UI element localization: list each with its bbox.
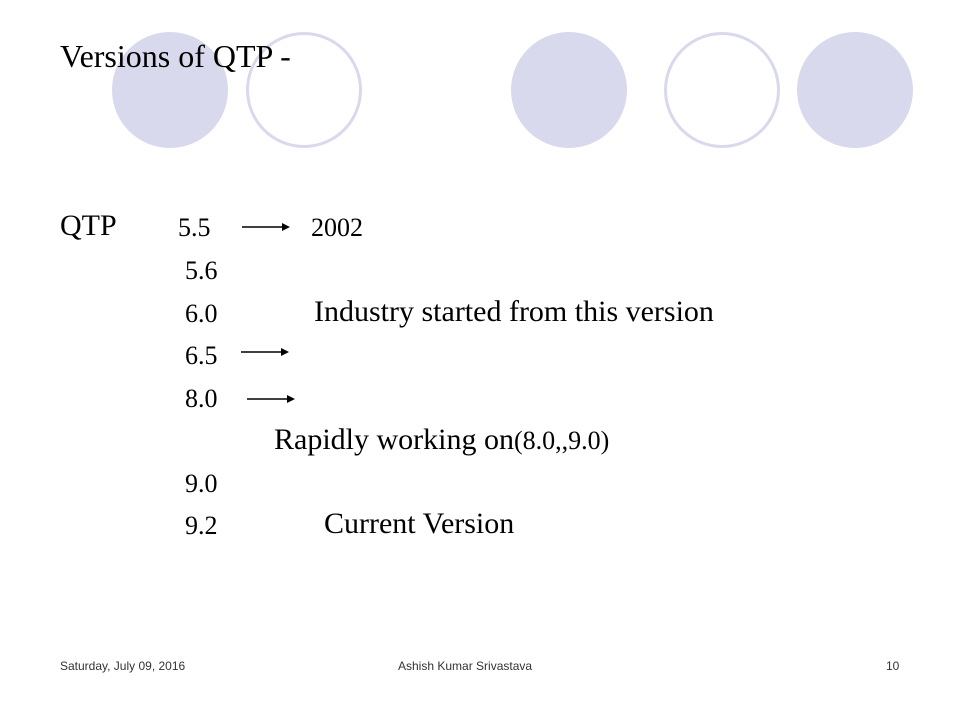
version-9-2: 9.2 [185, 511, 218, 540]
rapid-note-text: Rapidly working on [274, 423, 514, 456]
rapid-note: Rapidly working on(8.0,,9.0) [274, 422, 609, 459]
version-5-6: 5.6 [185, 256, 218, 285]
footer-page-number: 10 [886, 659, 900, 673]
footer-date: Saturday, July 09, 2016 [60, 659, 186, 673]
decorative-circle-2 [246, 32, 362, 148]
decorative-circle-1 [112, 32, 228, 148]
version-6-0: 6.0 [185, 299, 218, 328]
year-2002: 2002 [311, 213, 363, 242]
arrow-right-icon [242, 223, 290, 231]
version-8-0: 8.0 [185, 384, 218, 413]
arrow-right-icon [247, 395, 295, 403]
version-6-5: 6.5 [185, 341, 218, 370]
rapid-note-versions: (8.0,,9.0) [514, 426, 610, 455]
note-current-version: Current Version [324, 507, 515, 540]
decorative-circle-3 [511, 32, 627, 148]
decorative-circle-4 [664, 32, 780, 148]
slide-title: Versions of QTP - [60, 38, 291, 74]
decorative-circle-5 [797, 32, 913, 148]
version-5-5: 5.5 [178, 213, 211, 242]
note-industry-started: Industry started from this version [314, 295, 714, 328]
footer-author: Ashish Kumar Srivastava [398, 659, 533, 673]
arrow-right-icon [241, 348, 289, 356]
version-9-0: 9.0 [185, 469, 218, 498]
product-label: QTP [60, 209, 117, 242]
